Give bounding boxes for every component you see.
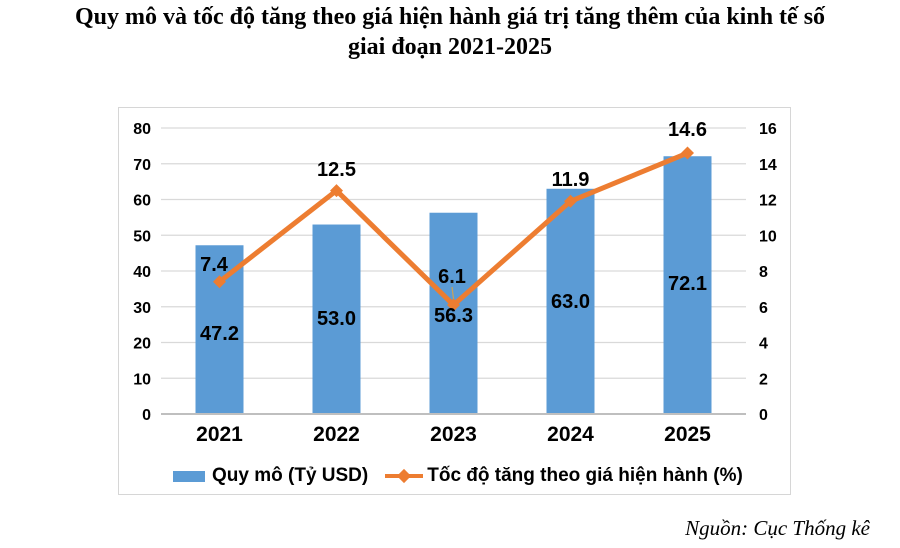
right-axis-tick-label: 8 xyxy=(759,264,768,281)
title-line-1: Quy mô và tốc độ tăng theo giá hiện hành… xyxy=(74,4,826,30)
bar-value-label: 53.0 xyxy=(317,308,356,330)
left-axis-tick-label: 40 xyxy=(133,264,151,281)
legend-label-line-series: Tốc độ tăng theo giá hiện hành (%) xyxy=(427,465,743,486)
diamond-marker-icon xyxy=(397,468,412,483)
line-series-swatch-icon xyxy=(385,468,424,483)
line-marker-2023 xyxy=(447,298,460,312)
line-value-label: 12.5 xyxy=(317,159,356,181)
legend-item-bar-series: Quy mô (Tỷ USD) xyxy=(173,465,368,487)
line-marker-2025 xyxy=(681,146,694,160)
left-axis-tick-label: 80 xyxy=(133,121,151,138)
chart-area: 0 10 20 30 40 50 60 70 80 0 2 4 6 8 10 12 14 16 2021 2022 20… xyxy=(118,107,791,495)
page-title: Quy mô và tốc độ tăng theo giá hiện hành… xyxy=(0,2,900,62)
right-axis-tick-label: 16 xyxy=(759,121,777,138)
line-value-label: 6.1 xyxy=(438,266,466,288)
left-axis-tick-label: 50 xyxy=(133,228,151,245)
x-axis-label: 2021 xyxy=(196,423,243,446)
x-axis-label: 2023 xyxy=(430,423,477,446)
bar-value-label: 47.2 xyxy=(200,323,239,345)
legend-item-line-series: Tốc độ tăng theo giá hiện hành (%) xyxy=(385,465,743,487)
bar-value-label: 72.1 xyxy=(668,273,707,295)
x-axis-label: 2022 xyxy=(313,423,360,446)
line-value-label: 11.9 xyxy=(552,169,590,191)
line-marker-2022 xyxy=(330,184,343,198)
bar-2025 xyxy=(663,156,712,414)
bar-value-label: 63.0 xyxy=(551,291,590,313)
left-axis-tick-label: 30 xyxy=(133,300,151,317)
line-value-label: 7.4 xyxy=(200,254,229,276)
left-axis-tick-label: 0 xyxy=(142,407,151,424)
right-axis-tick-label: 10 xyxy=(759,228,777,245)
x-axis-label: 2025 xyxy=(664,423,711,446)
right-axis-tick-label: 0 xyxy=(759,407,768,424)
bar-series-swatch-icon xyxy=(173,470,205,482)
right-axis-tick-label: 6 xyxy=(759,300,768,317)
right-axis-tick-label: 14 xyxy=(759,157,777,174)
bar-value-label: 56.3 xyxy=(434,305,473,327)
source-note: Nguồn: Cục Thống kê xyxy=(685,516,870,540)
line-value-label: 14.6 xyxy=(668,119,707,141)
left-axis-tick-label: 70 xyxy=(133,157,151,174)
line-marker-2024 xyxy=(564,194,577,208)
left-axis-tick-label: 20 xyxy=(133,336,151,353)
right-axis-tick-label: 2 xyxy=(759,371,768,388)
right-axis-tick-label: 4 xyxy=(759,336,768,353)
bar-2023 xyxy=(429,212,478,414)
x-axis-label: 2024 xyxy=(547,423,594,446)
chart-svg: 0 10 20 30 40 50 60 70 80 0 2 4 6 8 10 12 14 16 2021 2022 20… xyxy=(133,119,777,446)
chart-legend: Quy mô (Tỷ USD) Tốc độ tăng theo giá hiệ… xyxy=(173,465,743,487)
legend-label-bar-series: Quy mô (Tỷ USD) xyxy=(212,465,369,486)
bar-2022 xyxy=(312,224,361,414)
left-axis-tick-label: 10 xyxy=(133,371,151,388)
right-axis-tick-label: 12 xyxy=(759,193,777,210)
bar-2024 xyxy=(546,188,595,414)
bar-2021 xyxy=(195,245,244,414)
title-line-2: giai đoạn 2021-2025 xyxy=(347,34,553,60)
line-marker-2021 xyxy=(213,275,226,289)
left-axis-tick-label: 60 xyxy=(133,193,151,210)
